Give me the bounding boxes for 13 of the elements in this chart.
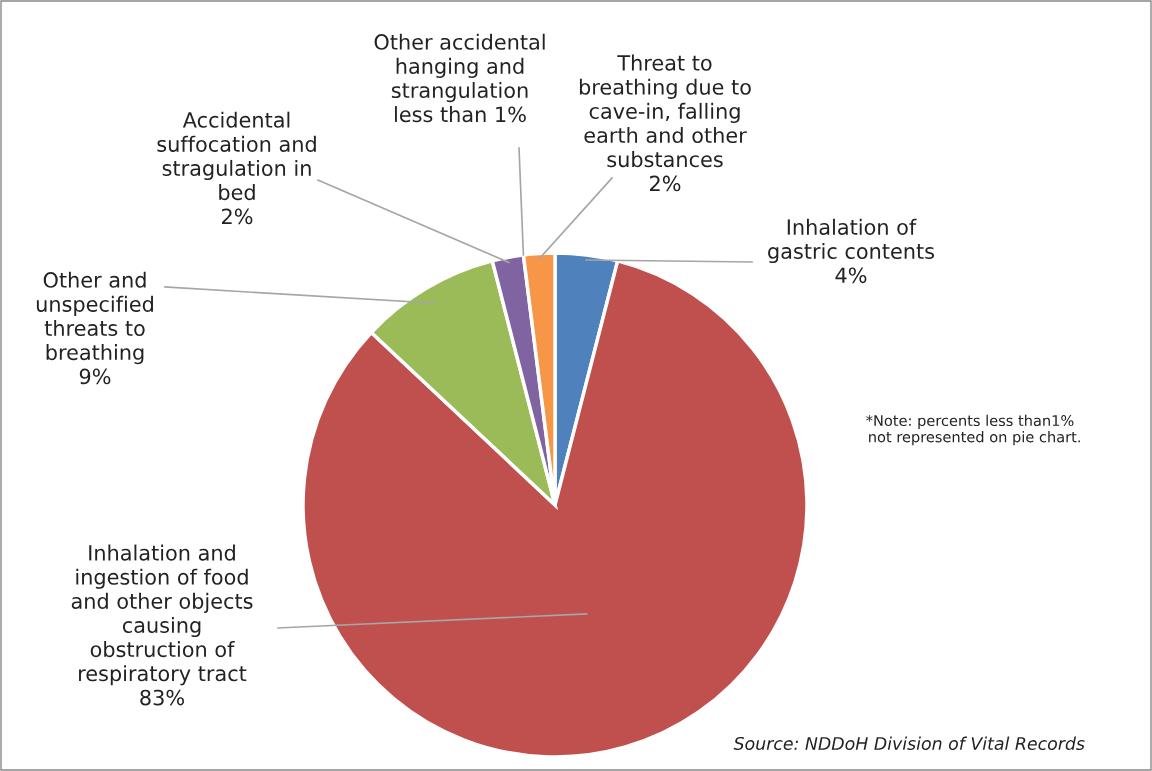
data-label: 9% xyxy=(79,368,111,385)
slice-label: Other and unspecified threats to breathing xyxy=(36,271,153,365)
data-label: 2% xyxy=(222,208,253,225)
data-label: 2% xyxy=(650,175,681,192)
slice-label: Threat to breathing due to cave-in, falling earth and other substances xyxy=(579,54,751,168)
slice-label: Inhalation of gastric contents xyxy=(768,218,935,264)
data-label: 4% xyxy=(835,267,867,284)
source-note: Source: NDDoH Division of Vital Records xyxy=(733,736,1085,751)
text: *Note: percents less than1% not represented on pie chart. xyxy=(866,414,1080,446)
slice-label: Accidental suffocation and stragulation in bed xyxy=(157,111,316,201)
data-label: 83% xyxy=(140,689,184,706)
slice-label: Inhalation and ingestion of food and other objects causing obstruction of respiratory tract xyxy=(71,544,253,686)
text: less than 1% xyxy=(394,106,526,123)
